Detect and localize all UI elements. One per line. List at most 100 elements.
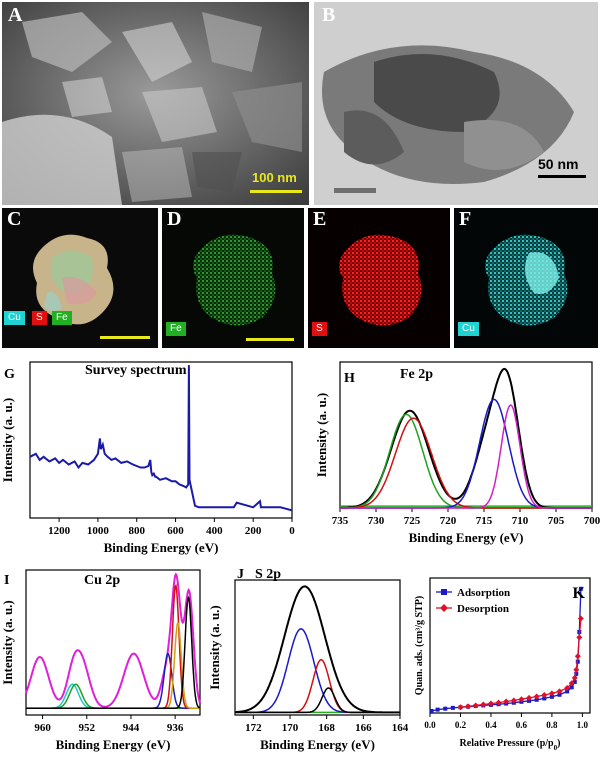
legend-label: Desorption [457,603,509,615]
legend-label: Adsorption [457,587,510,599]
x-tick-label: 1.0 [577,720,589,730]
x-tick-label: 164 [392,722,409,734]
series-line-1 [340,413,592,509]
y-axis-label: Intensity (a. u.) [207,605,222,690]
panel-label-f: F [459,208,472,230]
tag-fe: Fe [52,311,72,325]
x-tick-label: 166 [355,722,372,734]
data-point-desorption [556,688,563,695]
s-map-panel: E S [308,208,450,348]
data-point-desorption [568,680,575,687]
x-tick-label: 960 [34,722,51,734]
x-tick-label: 0.4 [485,720,497,730]
chart-title-h: Fe 2p [400,367,433,382]
x-tick-label: 168 [318,722,335,734]
data-point-desorption [472,702,479,709]
data-point-desorption [564,685,571,692]
plot-frame [25,569,201,716]
data-point-desorption [480,701,487,708]
tag-fe-d: Fe [166,322,186,336]
x-tick-label: 700 [584,515,600,527]
x-tick-label: 600 [167,525,184,537]
panel-label-g: G [4,367,15,382]
panel-label-a: A [8,4,23,26]
series-line-2 [235,658,400,714]
x-tick-label: 172 [245,722,262,734]
data-point-desorption [573,666,580,673]
x-tick-label: 0.2 [455,720,467,730]
data-point-adsorption [542,696,547,701]
data-point-desorption [503,698,510,705]
sem-image-panel: A 100 nm [2,2,309,205]
sem-micrograph [2,2,309,205]
series-line-0 [25,572,201,708]
scale-bar-b [538,175,586,178]
panel-label-i: I [4,573,9,588]
x-axis-label: Binding Energy (eV) [260,737,375,752]
series-line-1 [235,628,400,714]
panel-label-j: J [237,567,244,582]
tag-s: S [32,311,47,325]
eds-overlay-image [33,234,114,325]
series-line-3 [235,687,400,714]
data-point-desorption [541,692,548,699]
chart-survey-spectrum: 1200 1000 800 600 400 200 0 Binding Energy (eV)… [0,361,295,555]
data-point-desorption [533,693,540,700]
fe-map-image [193,234,276,326]
data-point-desorption [518,696,525,703]
data-point-adsorption [450,705,455,710]
y-axis-label: Intensity (a. u.) [314,393,329,478]
panel-label-h: H [344,371,355,386]
data-point-adsorption [557,692,562,697]
x-tick-label: 936 [167,722,184,734]
series-line-6 [26,595,201,709]
data-point-desorption [574,653,581,660]
scale-bar-label-b: 50 nm [538,156,579,172]
chart-title-i: Cu 2p [84,573,120,588]
tag-s-e: S [312,322,327,336]
x-tick-label: 0.0 [424,720,436,730]
x-axis-label: Binding Energy (eV) [104,540,219,555]
data-point-desorption [510,697,517,704]
scale-bar-label-a: 100 nm [252,170,297,185]
data-point-adsorption [578,586,583,591]
x-tick-label: 725 [404,515,421,527]
x-tick-label: 0.6 [516,720,528,730]
y-axis-label: Quan. ads. (cm³/g STP) [414,596,425,695]
chart-s-2p: 172 170 168 166 164 Binding Energy (eV) Intens… [207,567,409,752]
x-tick-label: 730 [368,515,385,527]
x-tick-label: 952 [79,722,96,734]
series-line-0 [29,365,293,512]
x-tick-label: 0.8 [546,720,558,730]
scale-bar-d [246,338,294,341]
panel-label-k: K [573,585,586,602]
data-point-adsorption [435,707,440,712]
data-point-desorption [495,699,502,706]
data-point-adsorption [572,679,577,684]
x-tick-label: 715 [476,515,493,527]
plot-frame [234,579,401,716]
series-line-3 [340,398,592,509]
tag-cu-f: Cu [458,322,479,336]
data-point-adsorption [549,694,554,699]
y-axis-label: Intensity (a. u.) [0,600,15,685]
x-axis-label: Binding Energy (eV) [56,737,171,752]
scale-bar-c [100,336,150,339]
x-tick-label: 1000 [87,525,110,537]
scale-bar-a [250,190,302,193]
x-tick-label: 200 [245,525,262,537]
s-map-image [339,234,422,326]
plot-frame [429,577,591,714]
series-line-0 [235,585,400,714]
x-tick-label: 1200 [48,525,71,537]
cu-map-panel: F Cu [454,208,598,348]
chart-title-j: S 2p [255,567,281,582]
chart-cu-2p: 960 952 944 936 Binding Energy (eV) Intensity… [0,569,201,752]
data-point-adsorption [565,689,570,694]
x-tick-label: 705 [548,515,565,527]
data-point-adsorption [569,685,574,690]
tag-cu: Cu [4,311,25,325]
data-point-desorption [571,674,578,681]
data-point-desorption [526,694,533,701]
x-tick-label: 720 [440,515,457,527]
